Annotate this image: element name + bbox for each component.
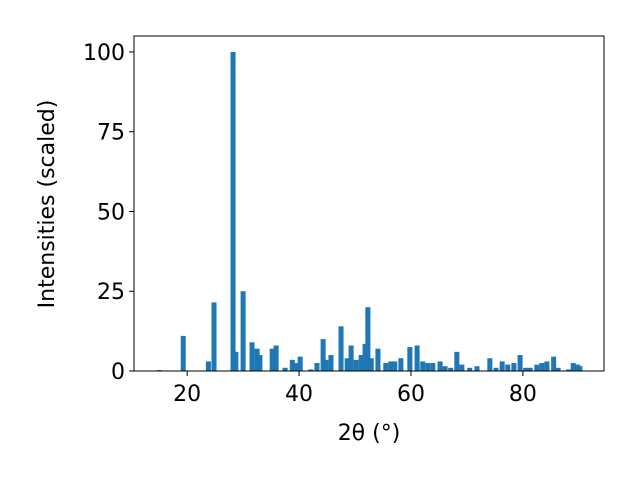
- bar: [320, 339, 326, 371]
- bar: [348, 345, 354, 371]
- bar: [442, 366, 448, 371]
- bar: [297, 356, 303, 371]
- bar: [407, 347, 413, 371]
- x-axis-label: 2θ (°): [338, 421, 401, 446]
- bar: [328, 355, 334, 371]
- bar: [539, 363, 545, 371]
- bar: [527, 367, 533, 371]
- x-tick-label: 40: [285, 382, 313, 407]
- bar: [344, 358, 350, 371]
- bar: [383, 363, 389, 371]
- bar: [523, 367, 529, 371]
- bar: [511, 363, 517, 371]
- bar: [459, 364, 465, 371]
- bar: [308, 369, 314, 371]
- bar: [289, 359, 295, 371]
- bar: [362, 343, 368, 371]
- bar: [180, 335, 186, 371]
- bar: [249, 342, 255, 371]
- bar: [467, 367, 473, 371]
- bar: [230, 51, 236, 371]
- x-tick-label: 20: [173, 382, 201, 407]
- bar: [534, 364, 540, 371]
- bar: [293, 363, 299, 371]
- bar: [398, 358, 404, 371]
- y-tick-label: 0: [111, 360, 125, 385]
- bar: [314, 363, 320, 371]
- bar: [425, 363, 431, 371]
- bar: [323, 359, 329, 371]
- bar: [474, 366, 480, 371]
- plot-frame: [133, 35, 605, 372]
- bar: [577, 366, 583, 371]
- bar: [269, 348, 275, 371]
- bar: [257, 355, 263, 371]
- bar: [566, 369, 572, 371]
- bar: [365, 307, 371, 371]
- bar: [205, 361, 211, 371]
- bar: [517, 355, 523, 371]
- bar: [211, 302, 217, 371]
- bar: [338, 326, 344, 371]
- bar: [499, 361, 505, 371]
- bar: [570, 363, 576, 371]
- bar: [505, 364, 511, 371]
- bar: [282, 367, 288, 371]
- bar: [353, 359, 359, 371]
- bar: [420, 361, 426, 371]
- bar: [388, 361, 394, 371]
- y-tick-label: 50: [97, 200, 125, 225]
- bar: [254, 348, 260, 371]
- bar: [414, 345, 420, 371]
- y-tick-label: 25: [97, 280, 125, 305]
- bar: [555, 367, 561, 371]
- bar: [273, 345, 279, 371]
- bar: [233, 351, 239, 371]
- bar: [448, 367, 454, 371]
- bar: [368, 358, 374, 371]
- bar: [240, 291, 246, 371]
- y-tick-label: 75: [97, 121, 125, 146]
- bar: [430, 363, 436, 371]
- bar: [551, 356, 557, 371]
- y-tick-label: 100: [83, 41, 125, 66]
- bar: [493, 367, 499, 371]
- bar: [487, 358, 493, 371]
- bar: [454, 351, 460, 371]
- x-tick-label: 60: [397, 382, 425, 407]
- bar: [544, 361, 550, 371]
- bar: [375, 348, 381, 371]
- y-axis-label: Intensities (scaled): [35, 100, 60, 309]
- bar: [437, 361, 443, 371]
- bar: [392, 361, 398, 371]
- x-tick-label: 80: [509, 382, 537, 407]
- bar: [358, 355, 364, 371]
